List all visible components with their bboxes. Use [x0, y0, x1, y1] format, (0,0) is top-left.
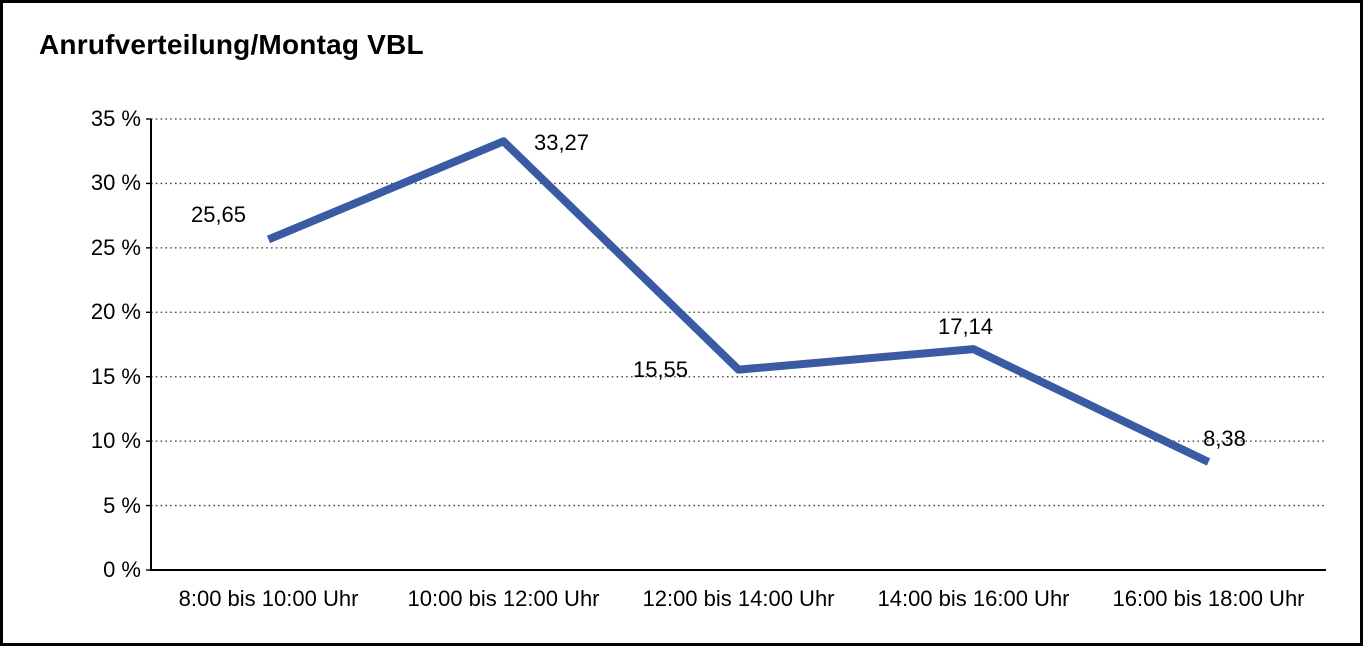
- line-chart-svg: [146, 118, 1326, 571]
- data-point-label: 8,38: [1203, 426, 1246, 452]
- x-axis-label: 16:00 bis 18:00 Uhr: [1112, 586, 1305, 611]
- y-axis-label: 30 %: [90, 170, 141, 196]
- y-axis-label: 35 %: [90, 106, 141, 131]
- y-axis-label: 10 %: [90, 428, 141, 454]
- y-axis-label: 25 %: [90, 234, 141, 260]
- x-axis-label: 14:00 bis 16:00 Uhr: [877, 586, 1070, 611]
- data-line: [266, 137, 1211, 466]
- chart-title: Anrufverteilung/Montag VBL: [39, 29, 424, 60]
- y-axis-label: 0 %: [103, 557, 141, 582]
- x-axis-label: 12:00 bis 14:00 Uhr: [642, 586, 835, 611]
- x-axis-label: 8:00 bis 10:00 Uhr: [178, 586, 359, 611]
- data-point-label: 17,14: [937, 314, 994, 340]
- data-point-label: 33,27: [533, 130, 590, 156]
- y-axis-label: 5 %: [103, 492, 141, 518]
- y-axis-label: 20 %: [90, 299, 141, 325]
- data-point-label: 25,65: [190, 202, 247, 228]
- y-axis-label: 15 %: [90, 363, 141, 389]
- data-point-label: 15,55: [632, 356, 689, 382]
- x-axis-label: 10:00 bis 12:00 Uhr: [407, 586, 600, 611]
